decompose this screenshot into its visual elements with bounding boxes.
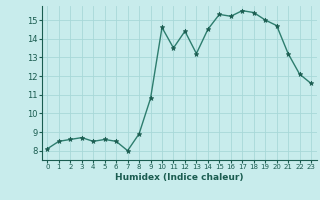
X-axis label: Humidex (Indice chaleur): Humidex (Indice chaleur)	[115, 173, 244, 182]
